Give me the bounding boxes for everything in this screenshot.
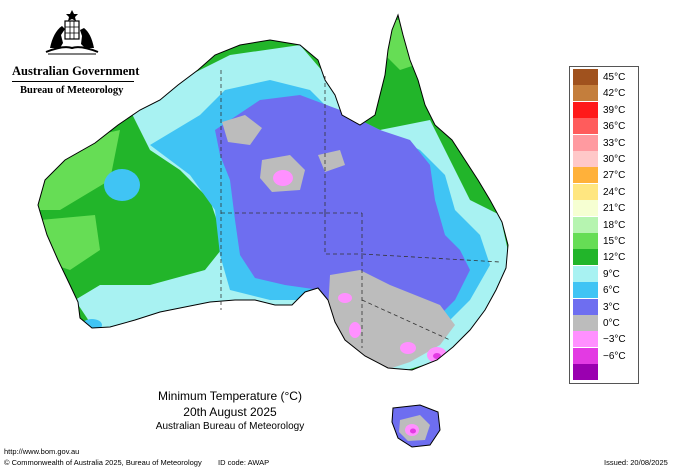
legend-swatch [573, 200, 598, 217]
qld-nsw-border [361, 253, 501, 263]
legend-swatch [573, 331, 598, 348]
legend-swatch [573, 249, 598, 266]
map-source: Australian Bureau of Meteorology [155, 421, 305, 432]
legend-item: 27°C [570, 167, 638, 184]
footer-id-code: ID code: AWAP [218, 458, 270, 467]
legend-swatch [573, 85, 598, 102]
legend-item: 24°C [570, 183, 638, 200]
legend-swatch [573, 69, 598, 85]
legend-swatch [573, 167, 598, 184]
legend-item: 42°C [570, 85, 638, 102]
legend-label: 24°C [603, 186, 626, 198]
legend-label: 42°C [603, 88, 626, 100]
legend-label: 12°C [603, 252, 626, 264]
legend-swatch [573, 298, 598, 315]
legend-label: 27°C [603, 170, 626, 182]
legend-item: 12°C [570, 249, 638, 266]
legend-swatch [573, 118, 598, 135]
logo-divider [12, 81, 134, 82]
government-name: Australian Government [12, 64, 140, 78]
footer-copyright: © Commonwealth of Australia 2025, Bureau… [4, 458, 202, 467]
legend-label: 15°C [603, 236, 626, 247]
legend-item: −3°C [570, 331, 638, 348]
legend-item: 33°C [570, 134, 638, 151]
legend-swatch [573, 315, 598, 331]
legend-item: 45°C [570, 69, 638, 85]
tasmania [391, 404, 441, 448]
legend-label: 3°C [603, 301, 620, 313]
legend-label: 21°C [603, 203, 626, 215]
legend-swatch [573, 183, 598, 200]
legend-label: 45°C [603, 72, 626, 83]
legend-swatch [573, 151, 598, 167]
legend-label: 39°C [603, 104, 626, 116]
government-logo: Australian Government Bureau of Meteorol… [8, 8, 139, 96]
legend-swatch [573, 364, 598, 381]
legend-item: 36°C [570, 118, 638, 135]
map-date: 20th August 2025 [183, 405, 277, 419]
legend-swatch [573, 134, 598, 151]
legend-item: 39°C [570, 101, 638, 118]
legend-swatch [573, 216, 598, 233]
legend-item: 21°C [570, 200, 638, 217]
legend-item [570, 364, 638, 381]
nsw-vic-border [361, 299, 451, 341]
legend-label: −3°C [603, 334, 626, 346]
bureau-name: Bureau of Meteorology [20, 85, 124, 96]
legend-item: 9°C [570, 265, 638, 282]
map-title: Minimum Temperature (°C) [158, 389, 302, 403]
legend-item: 15°C [570, 233, 638, 249]
legend-label: −6°C [603, 350, 626, 362]
footer-url[interactable]: http://www.bom.gov.au [4, 447, 80, 456]
legend-swatch [573, 347, 598, 364]
legend-item: 6°C [570, 282, 638, 299]
legend-label: 9°C [603, 268, 620, 280]
map-title-block: Minimum Temperature (°C) 20th August 202… [120, 388, 340, 434]
legend-swatch [573, 101, 598, 118]
coat-of-arms-icon [45, 10, 99, 55]
legend-item: 30°C [570, 151, 638, 167]
qld-sa-border [324, 213, 362, 255]
legend-label: 0°C [603, 318, 620, 329]
temperature-legend: 45°C 42°C 39°C 36°C 33°C 30°C 27°C 24°C 21°C 18°C… [569, 66, 639, 384]
legend-item: 0°C [570, 315, 638, 331]
legend-label: 6°C [603, 285, 620, 297]
footer-issued-date: Issued: 20/08/2025 [604, 458, 668, 467]
legend-swatch [573, 282, 598, 299]
legend-item: −6°C [570, 347, 638, 364]
legend-label: 30°C [603, 154, 626, 165]
legend-item: 18°C [570, 216, 638, 233]
legend-label: 33°C [603, 137, 626, 149]
legend-swatch [573, 233, 598, 249]
legend-swatch [573, 265, 598, 282]
legend-label: 36°C [603, 121, 626, 133]
legend-label: 18°C [603, 219, 626, 231]
legend-item: 3°C [570, 298, 638, 315]
